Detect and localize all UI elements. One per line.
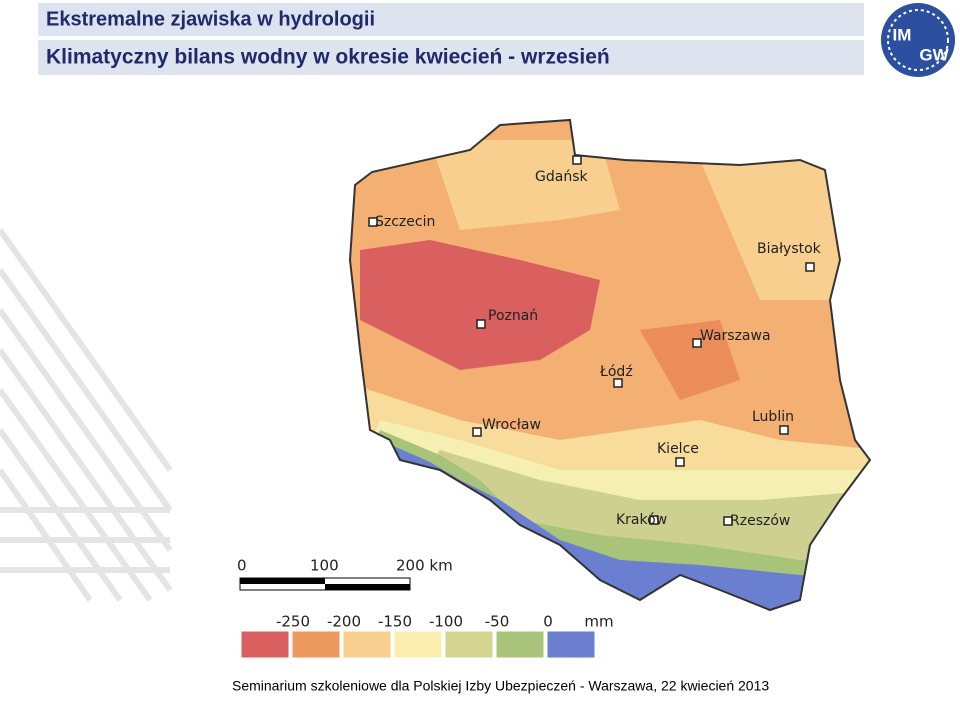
border <box>348 118 872 612</box>
legend-swatch <box>342 630 392 659</box>
footer: Seminarium szkoleniowe dla Polskiej Izby… <box>232 678 769 694</box>
city-label: Wrocław <box>482 417 541 433</box>
city-label: Szczecin <box>375 214 435 230</box>
city-label: Kielce <box>657 441 699 457</box>
city-marker <box>723 516 733 526</box>
logo-text: IM <box>893 25 912 44</box>
legend-label: mm <box>584 613 613 631</box>
subtitle-band <box>38 40 864 75</box>
city-label: Kraków <box>616 512 667 528</box>
city-label: Gdańsk <box>535 169 588 185</box>
city-marker <box>613 378 623 388</box>
scale-label: 0 <box>237 557 247 575</box>
city-marker <box>472 427 482 437</box>
city-label: Białystok <box>757 241 822 257</box>
legend-label: -250 <box>276 613 310 631</box>
city-label: Warszawa <box>700 328 771 344</box>
legend-swatch <box>444 630 494 659</box>
city-marker <box>649 515 659 525</box>
logo-text: GW <box>919 45 949 64</box>
legend-swatch <box>546 630 596 659</box>
legend-swatch <box>495 630 545 659</box>
city-marker <box>476 319 486 329</box>
city-label: Poznań <box>488 308 538 324</box>
city-marker <box>368 217 378 227</box>
city-label: Rzeszów <box>730 513 790 529</box>
scale-label: 200 km <box>396 557 453 575</box>
city-marker <box>805 262 815 272</box>
legend-label: 0 <box>543 613 553 631</box>
legend-label: -200 <box>327 613 361 631</box>
city-label: Łódź <box>599 364 633 380</box>
city-marker <box>692 338 702 348</box>
city-marker <box>675 457 685 467</box>
subtitle: Klimatyczny bilans wodny w okresie kwiec… <box>46 46 610 69</box>
title-band <box>38 3 864 36</box>
legend-swatch <box>240 630 290 659</box>
legend-label: -150 <box>378 613 412 631</box>
legend-swatch <box>393 630 443 659</box>
city-label: Lublin <box>752 409 794 425</box>
legend-label: -100 <box>429 613 463 631</box>
legend-label: -50 <box>485 613 510 631</box>
city-marker <box>779 425 789 435</box>
legend: -250 -200 -150 -100 -50 0 mm <box>240 613 614 659</box>
decor-stripes <box>0 228 173 602</box>
title: Ekstremalne zjawiska w hydrologii <box>46 8 375 30</box>
city-marker <box>572 155 582 165</box>
scale-bar: 0 100 200 km <box>237 557 453 591</box>
scale-label: 100 <box>310 557 339 575</box>
legend-swatch <box>291 630 341 659</box>
logo: IM GW <box>881 3 955 77</box>
